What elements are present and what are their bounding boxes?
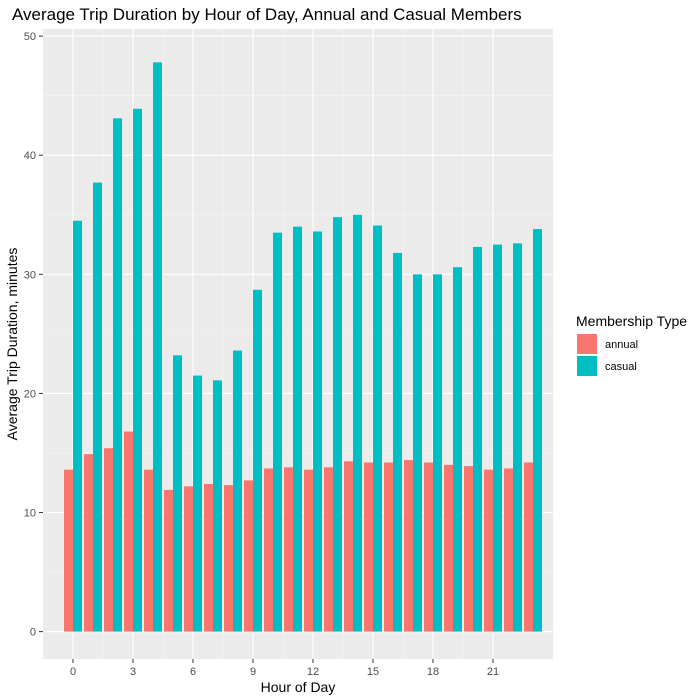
bar-annual	[364, 462, 373, 632]
bar-casual	[473, 246, 482, 632]
bar-casual	[433, 274, 442, 632]
y-axis-title: Average Trip Duration, minutes	[4, 248, 20, 441]
bar-casual	[413, 274, 422, 632]
x-axis-title: Hour of Day	[261, 679, 336, 695]
bar-annual	[424, 462, 433, 632]
x-tick-label: 21	[487, 666, 499, 678]
legend-label-casual: casual	[605, 361, 637, 373]
bars	[64, 62, 542, 632]
y-tick-label: 30	[24, 269, 36, 281]
bar-casual	[373, 225, 382, 632]
bar-casual	[113, 118, 122, 632]
x-tick-label: 18	[427, 666, 439, 678]
bar-annual	[524, 462, 533, 632]
bar-casual	[173, 355, 182, 632]
bar-casual	[153, 62, 162, 632]
y-tick-label: 40	[24, 150, 36, 162]
bar-casual	[233, 350, 242, 632]
x-axis-ticks: 0 3 6 9 12 15 18 21	[70, 659, 499, 678]
bar-annual	[84, 454, 93, 632]
bar-casual	[533, 229, 542, 632]
bar-casual	[253, 289, 262, 632]
y-tick-label: 50	[24, 31, 36, 43]
bar-annual	[284, 467, 293, 632]
bar-casual	[333, 217, 342, 632]
y-axis-ticks: 0 10 20 30 40 50	[24, 31, 43, 639]
x-tick-label: 6	[190, 666, 196, 678]
chart-title: Average Trip Duration by Hour of Day, An…	[12, 5, 522, 24]
bar-annual	[64, 469, 73, 632]
bar-casual	[213, 380, 222, 632]
bar-casual	[273, 232, 282, 632]
legend-key-casual	[577, 356, 597, 376]
bar-casual	[133, 108, 142, 632]
bar-casual	[493, 244, 502, 632]
bar-annual	[164, 489, 173, 632]
bar-annual	[224, 485, 233, 632]
bar-annual	[264, 468, 273, 632]
bar-casual	[73, 220, 82, 632]
bar-annual	[504, 468, 513, 632]
bar-annual	[344, 461, 353, 632]
legend-label-annual: annual	[605, 339, 638, 351]
x-tick-label: 0	[70, 666, 76, 678]
bar-casual	[293, 226, 302, 632]
bar-annual	[244, 480, 253, 632]
bar-casual	[513, 243, 522, 632]
x-tick-label: 12	[307, 666, 319, 678]
bar-annual	[404, 460, 413, 632]
bar-annual	[304, 469, 313, 632]
bar-annual	[464, 466, 473, 632]
y-tick-label: 0	[30, 627, 36, 639]
x-tick-label: 9	[250, 666, 256, 678]
bar-annual	[144, 469, 153, 632]
x-tick-label: 15	[367, 666, 379, 678]
bar-annual	[104, 448, 113, 632]
legend-key-annual	[577, 334, 597, 354]
bar-casual	[353, 214, 362, 632]
legend-title: Membership Type	[576, 313, 687, 329]
legend: Membership Type annual casual	[576, 313, 687, 376]
bar-annual	[484, 469, 493, 632]
bar-annual	[204, 483, 213, 632]
bar-casual	[193, 375, 202, 632]
x-tick-label: 3	[130, 666, 136, 678]
bar-casual	[313, 231, 322, 632]
bar-annual	[324, 467, 333, 632]
bar-casual	[93, 182, 102, 632]
bar-annual	[124, 431, 133, 632]
bar-annual	[184, 486, 193, 632]
y-tick-label: 20	[24, 388, 36, 400]
bar-annual	[444, 464, 453, 632]
bar-annual	[384, 462, 393, 632]
bar-casual	[453, 267, 462, 632]
y-tick-label: 10	[24, 508, 36, 520]
bar-casual	[393, 252, 402, 632]
